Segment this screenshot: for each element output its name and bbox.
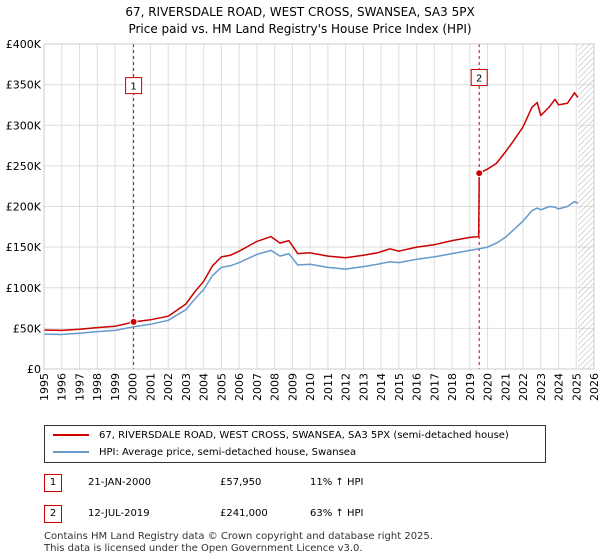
y-tick-label: £350K: [6, 79, 42, 92]
axes: £0 £50K £100K £150K £200K £250K £300K £350K £400…: [6, 38, 600, 401]
x-tick-label: 2009: [286, 373, 299, 401]
x-tick-label: 2008: [269, 373, 282, 401]
x-tick-label: 2012: [340, 373, 353, 401]
sale-hpi-change-2: 63% ↑ HPI: [310, 508, 364, 519]
sale-2-box: [470, 69, 488, 86]
sale-row-1: 1 21-JAN-2000 £57,950 11% ↑ HPI: [44, 474, 564, 492]
y-tick-label: £150K: [6, 241, 42, 254]
y-tick-label: £400K: [6, 38, 42, 51]
title-line-1: 67, RIVERSDALE ROAD, WEST CROSS, SWANSEA…: [125, 5, 475, 19]
legend-item-property: 67, RIVERSDALE ROAD, WEST CROSS, SWANSEA…: [53, 428, 509, 444]
hatched-region: [578, 44, 594, 369]
plot-frame: [43, 43, 595, 370]
sale-2-box-label: 2: [476, 74, 482, 85]
x-tick-label: 2006: [233, 373, 246, 401]
y-tick-label: £100K: [6, 282, 42, 295]
forecast-hatch-region: [578, 44, 594, 369]
x-tick-label: 2021: [499, 373, 512, 401]
x-tick-label: 1999: [109, 373, 122, 401]
sale-price-2: £241,000: [220, 508, 268, 519]
x-tick-label: 2011: [322, 373, 335, 401]
y-tick-label: £0: [27, 363, 41, 376]
x-tick-label: 2004: [198, 373, 211, 401]
sale-markers: 12: [125, 69, 488, 326]
x-tick-label: 2018: [446, 373, 459, 401]
x-tick-label: 2016: [411, 373, 424, 401]
x-tick-label: 2022: [517, 373, 530, 401]
x-tick-label: 2020: [482, 373, 495, 401]
legend-item-hpi: HPI: Average price, semi-detached house,…: [53, 445, 356, 461]
y-tick-label: £300K: [6, 119, 42, 132]
legend-property-label: 67, RIVERSDALE ROAD, WEST CROSS, SWANSEA…: [99, 430, 509, 441]
x-tick-label: 2013: [357, 373, 370, 401]
sale-price-1: £57,950: [220, 477, 262, 488]
x-tick-label: 1997: [73, 373, 86, 401]
legend: 67, RIVERSDALE ROAD, WEST CROSS, SWANSEA…: [44, 425, 546, 463]
hpi-series-line: [43, 200, 579, 336]
x-tick-label: 2023: [535, 373, 548, 401]
sale-1-point: [129, 317, 138, 326]
x-tick-label: 2025: [570, 373, 583, 401]
x-tick-label: 2015: [393, 373, 406, 401]
x-tick-label: 2014: [375, 373, 388, 401]
y-tick-label: £200K: [6, 201, 42, 214]
x-tick-label: 2000: [127, 373, 140, 401]
x-tick-label: 2003: [180, 373, 193, 401]
footer-copyright: Contains HM Land Registry data © Crown c…: [44, 531, 433, 542]
sale-date-1: 21-JAN-2000: [88, 477, 152, 488]
x-tick-label: 2001: [144, 373, 157, 401]
sale-1-box-label: 1: [130, 82, 136, 93]
x-tick-label: 2002: [162, 373, 175, 401]
y-tick-label: £250K: [6, 160, 42, 173]
x-tick-label: 2017: [428, 373, 441, 401]
x-tick-label: 1996: [56, 373, 69, 401]
sale-row-2: 2 12-JUL-2019 £241,000 63% ↑ HPI: [44, 505, 564, 523]
x-tick-label: 1995: [38, 373, 51, 401]
sale-badge-1: 1: [44, 474, 62, 492]
x-tick-label: 2026: [588, 373, 600, 401]
legend-property-swatch: [53, 434, 89, 436]
x-tick-label: 2010: [304, 373, 317, 401]
footer-licence: This data is licensed under the Open Gov…: [44, 543, 363, 554]
x-tick-label: 2005: [215, 373, 228, 401]
sale-2-point: [475, 169, 484, 178]
footer: Contains HM Land Registry data © Crown c…: [44, 531, 433, 555]
x-tick-label: 2024: [553, 373, 566, 401]
legend-hpi-label: HPI: Average price, semi-detached house,…: [99, 447, 357, 458]
y-tick-label: £50K: [13, 322, 42, 335]
chart-title: 67, RIVERSDALE ROAD, WEST CROSS, SWANSEA…: [0, 4, 600, 38]
property-series-line: [43, 92, 579, 332]
legend-hpi-swatch: [53, 451, 89, 453]
sale-badge-2: 2: [44, 505, 62, 523]
x-tick-label: 2007: [251, 373, 264, 401]
x-tick-label: 1998: [91, 373, 104, 401]
sale-date-2: 12-JUL-2019: [88, 508, 150, 519]
series-lines: [43, 92, 579, 336]
sale-1-box: [125, 77, 143, 95]
price-chart: 12 £0£50K£100K£150K£200K£250K£300K£350K£…: [6, 38, 600, 401]
sale-hpi-change-1: 11% ↑ HPI: [310, 477, 364, 488]
x-tick-label: 2019: [464, 373, 477, 401]
title-line-2: Price paid vs. HM Land Registry's House …: [128, 22, 472, 36]
